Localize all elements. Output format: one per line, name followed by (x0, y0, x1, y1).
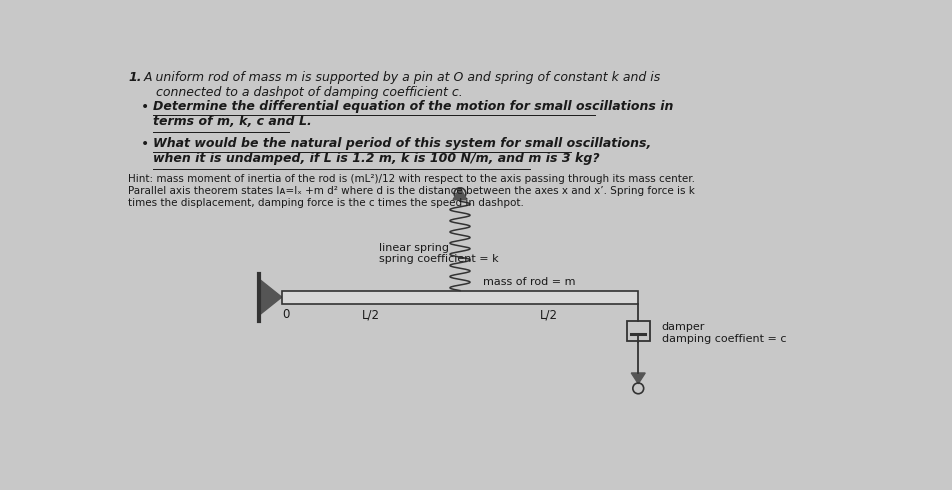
Bar (626, 320, 650, 341)
Text: A uniform rod of mass m is supported by a pin at O and spring of constant k and : A uniform rod of mass m is supported by … (144, 71, 661, 99)
Text: What would be the natural period of this system for small oscillations,
when it : What would be the natural period of this… (153, 137, 651, 165)
Text: 0: 0 (282, 308, 289, 321)
Text: •: • (141, 137, 149, 151)
Polygon shape (453, 188, 467, 200)
Text: damper
damping coeffient = c: damper damping coeffient = c (662, 322, 786, 344)
Text: Determine the differential equation of the motion for small oscillations in
term: Determine the differential equation of t… (153, 100, 673, 128)
Text: Hint: mass moment of inertia of the rod is (mL²)/12 with respect to the axis pas: Hint: mass moment of inertia of the rod … (129, 174, 695, 207)
Polygon shape (260, 280, 282, 315)
Text: •: • (141, 100, 149, 114)
Text: mass of rod = m: mass of rod = m (484, 277, 576, 288)
Text: L/2: L/2 (540, 308, 558, 321)
Bar (282, 291, 638, 304)
Text: 1.: 1. (129, 71, 142, 84)
Text: L/2: L/2 (362, 308, 380, 321)
Polygon shape (631, 373, 645, 384)
Text: linear spring
spring coefficient = k: linear spring spring coefficient = k (379, 243, 498, 265)
